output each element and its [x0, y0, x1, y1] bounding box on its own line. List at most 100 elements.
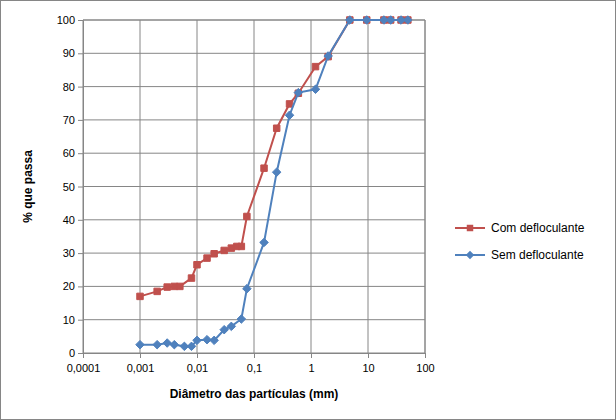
marker: [312, 63, 318, 69]
chart: 0,0001 0,001 0,01 0,1 1 10 100 0 10 20 30 40 50 60 70 8…: [0, 0, 616, 420]
marker: [404, 16, 413, 25]
marker: [237, 315, 246, 324]
marker: [188, 275, 194, 281]
marker: [136, 340, 145, 349]
legend-label: Sem defloculante: [491, 248, 584, 262]
marker: [346, 16, 355, 25]
y-tick: 10: [63, 314, 83, 326]
marker: [272, 168, 281, 177]
y-tick-mark: [78, 53, 83, 54]
x-tick-label: 100: [416, 362, 434, 374]
x-grid-line: [425, 20, 426, 353]
y-tick-label: 0: [69, 347, 75, 359]
x-tick-label: 1: [308, 362, 314, 374]
y-tick-label: 60: [63, 147, 75, 159]
marker: [194, 262, 200, 268]
y-tick-label: 30: [63, 247, 75, 259]
marker: [273, 125, 279, 131]
marker: [261, 165, 267, 171]
x-tick-label: 0,1: [247, 362, 262, 374]
legend-entry: Sem defloculante: [455, 248, 584, 262]
marker: [260, 238, 269, 247]
x-tick-mark: [311, 353, 312, 358]
y-axis-line: [83, 21, 84, 354]
plot: 0,0001 0,001 0,01 0,1 1 10 100 0 10 20 30 40 50 60 70 8…: [57, 14, 435, 374]
y-tick-mark: [78, 120, 83, 121]
y-tick: 80: [63, 81, 83, 93]
marker: [286, 101, 292, 107]
x-tick: 1: [308, 353, 314, 374]
marker: [204, 255, 210, 261]
y-tick-mark: [78, 220, 83, 221]
marker: [311, 85, 320, 94]
y-tick: 0: [69, 347, 83, 359]
x-tick: 0,01: [187, 353, 208, 374]
legend: Com defloculante Sem defloculante: [455, 221, 585, 262]
y-tick-mark: [78, 187, 83, 188]
y-tick-label: 50: [63, 181, 75, 193]
marker: [210, 336, 219, 345]
y-tick-label: 80: [63, 81, 75, 93]
marker: [285, 111, 294, 120]
x-axis-title: Diâmetro das partículas (mm): [170, 387, 339, 401]
x-tick-mark: [368, 353, 369, 358]
x-tick-label: 0,0001: [67, 362, 101, 374]
marker: [177, 283, 183, 289]
marker: [221, 247, 227, 253]
legend-marker: [467, 225, 473, 231]
x-tick-label: 0,001: [127, 362, 155, 374]
x-axis: 0,0001 0,001 0,01 0,1 1 10 100: [67, 353, 435, 374]
marker: [187, 342, 196, 351]
x-tick-mark: [254, 353, 255, 358]
x-tick: 0,001: [127, 353, 155, 374]
marker: [137, 293, 143, 299]
legend-entry: Com defloculante: [455, 221, 585, 235]
marker: [154, 288, 160, 294]
plot-frame: [425, 20, 426, 353]
x-tick-mark: [197, 353, 198, 358]
y-tick-label: 100: [57, 14, 75, 26]
x-tick-mark: [140, 353, 141, 358]
grid: [83, 20, 425, 353]
y-tick-mark: [78, 320, 83, 321]
y-tick-mark: [78, 253, 83, 254]
marker: [386, 16, 395, 25]
marker: [193, 336, 202, 345]
x-grid-line: [254, 20, 255, 353]
x-grid-line: [197, 20, 198, 353]
x-tick-label: 10: [362, 362, 374, 374]
marker: [244, 213, 250, 219]
y-tick-label: 70: [63, 114, 75, 126]
marker: [243, 284, 252, 293]
marker: [164, 284, 170, 290]
marker: [170, 340, 179, 349]
y-tick: 40: [63, 214, 83, 226]
marker: [227, 322, 236, 331]
y-tick-mark: [78, 20, 83, 21]
marker: [362, 16, 371, 25]
series-line: [140, 20, 408, 296]
legend-label: Com defloculante: [491, 221, 585, 235]
marks: [136, 16, 412, 351]
y-tick: 20: [63, 280, 83, 292]
y-tick: 100: [57, 14, 83, 26]
x-grid-line: [368, 20, 369, 353]
x-tick-mark: [83, 353, 84, 358]
chart-border: [1, 1, 616, 420]
x-tick: 10: [362, 353, 374, 374]
y-tick-mark: [78, 353, 83, 354]
y-tick: 60: [63, 147, 83, 159]
y-tick-label: 20: [63, 280, 75, 292]
x-grid-line: [140, 20, 141, 353]
marker: [163, 339, 172, 348]
y-tick-mark: [78, 286, 83, 287]
marker: [153, 340, 162, 349]
y-tick: 90: [63, 47, 83, 59]
x-tick-label: 0,01: [187, 362, 208, 374]
series-line: [140, 20, 408, 346]
y-tick-mark: [78, 153, 83, 154]
y-tick-mark: [78, 87, 83, 88]
y-tick-label: 40: [63, 214, 75, 226]
y-tick-label: 90: [63, 47, 75, 59]
x-tick-mark: [425, 353, 426, 358]
